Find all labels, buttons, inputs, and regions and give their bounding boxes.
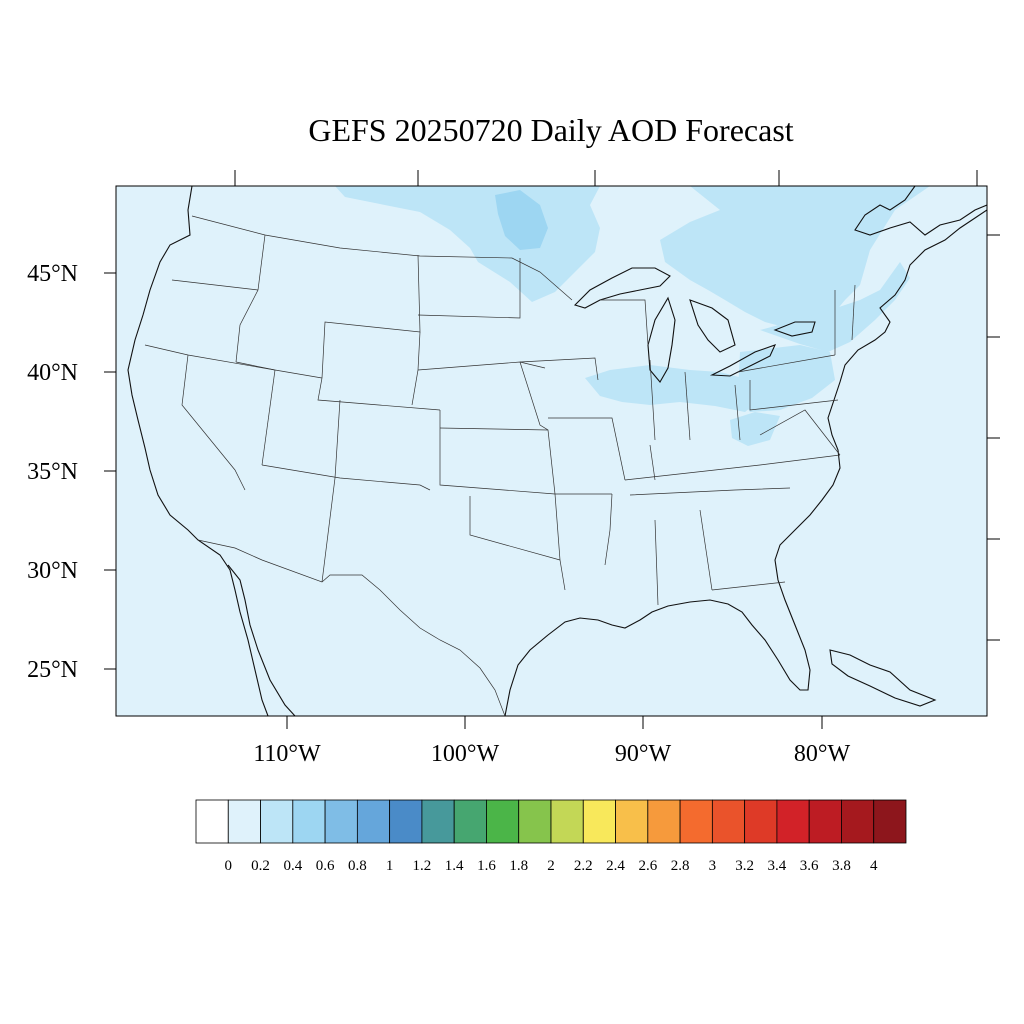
colorbar-label: 1.6 [477,858,496,874]
colorbar-label: 0.8 [348,858,367,874]
coastline-conus [127,186,269,716]
longitude-label: 100°W [431,741,500,767]
lake-superior [573,267,671,309]
map-title: GEFS 20250720 Daily AOD Forecast [308,112,793,148]
border-mexico-us [197,539,506,716]
colorbar-swatch [518,799,552,844]
colorbar-label: 2.2 [574,858,593,874]
coastline-baja-gulf [227,564,296,716]
longitude-label: 90°W [615,741,672,767]
colorbar-swatch [260,799,294,844]
latitude-label: 30°N [27,558,78,584]
aod-plume-new-york [760,262,910,352]
colorbar-swatch [615,799,649,844]
colorbar-swatch [744,799,778,844]
lake-huron [689,299,736,353]
colorbar-swatch [711,799,746,844]
colorbar-label: 1 [386,858,394,874]
colorbar-swatch [679,799,713,844]
latitude-labels: 45°N 40°N 35°N 30°N 25°N [27,261,78,683]
latitude-label: 45°N [27,261,78,287]
colorbar-swatch [453,799,487,844]
longitude-label: 110°W [253,741,321,767]
longitude-labels: 110°W 100°W 90°W 80°W [253,741,850,767]
colorbar-swatch [873,799,907,844]
aod-plumes [335,186,930,446]
colorbar-swatch [776,799,810,844]
colorbar-label: 4 [870,858,878,874]
map-panel [116,186,987,716]
coastline-gulf [504,209,987,716]
coastline-canada-east [854,186,987,236]
colorbar-swatch [421,799,455,844]
state-borders [144,234,856,606]
colorbar-swatch [227,799,261,844]
colorbar-swatch [324,799,358,844]
colorbar-label: 3 [709,858,717,874]
lake-erie [709,344,777,377]
colorbar-label: 3.2 [735,858,754,874]
colorbar-label: 0.6 [316,858,335,874]
aod-plume-pennsylvania [738,345,835,412]
colorbar-swatch [389,799,423,844]
coastline-cuba [829,649,937,707]
colorbar-label: 3.6 [800,858,819,874]
colorbar-label: 0.2 [251,858,270,874]
colorbar-swatch [582,799,616,844]
aod-colorbar [195,799,907,844]
colorbar-label: 1.8 [509,858,528,874]
map-frame [115,185,988,717]
colorbar-swatch [195,799,229,844]
aod-plume-ontario-new-england [660,186,930,330]
colorbar-swatch [550,799,584,844]
colorbar-swatch [292,799,326,844]
aod-colorbar-labels: 0 0.2 0.4 0.6 0.8 1 1.2 1.4 1.6 1.8 2 2.2 2.4 2.6 2.8 3… [225,858,878,874]
colorbar-swatch [486,799,520,844]
colorbar-label: 1.4 [445,858,464,874]
colorbar-label: 3.4 [768,858,787,874]
colorbar-label: 1.2 [413,858,432,874]
lake-ontario [773,321,816,337]
colorbar-label: 2.4 [606,858,625,874]
colorbar-label: 3.8 [832,858,851,874]
colorbar-label: 0 [225,858,233,874]
aod-plume-west-virginia [730,412,780,446]
latitude-label: 35°N [27,459,78,485]
colorbar-label: 0.4 [283,858,302,874]
lake-michigan [647,296,676,383]
colorbar-swatch [356,799,391,844]
colorbar-swatch [841,799,875,844]
aod-plume-upper-red-lake [495,190,548,250]
colorbar-label: 2 [547,858,555,874]
map-ticks [104,170,1000,729]
latitude-label: 25°N [27,657,78,683]
latitude-label: 40°N [27,360,78,386]
colorbar-label: 2.6 [638,858,657,874]
colorbar-swatch [808,799,842,844]
colorbar-swatch [647,799,681,844]
aod-plume-illinois-indiana [585,365,760,412]
longitude-label: 80°W [794,741,851,767]
colorbar-label: 2.8 [671,858,690,874]
